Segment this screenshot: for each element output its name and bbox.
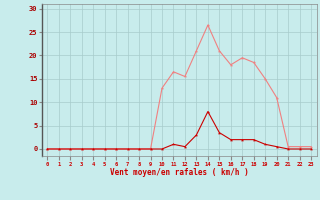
X-axis label: Vent moyen/en rafales ( km/h ): Vent moyen/en rafales ( km/h ): [110, 168, 249, 177]
